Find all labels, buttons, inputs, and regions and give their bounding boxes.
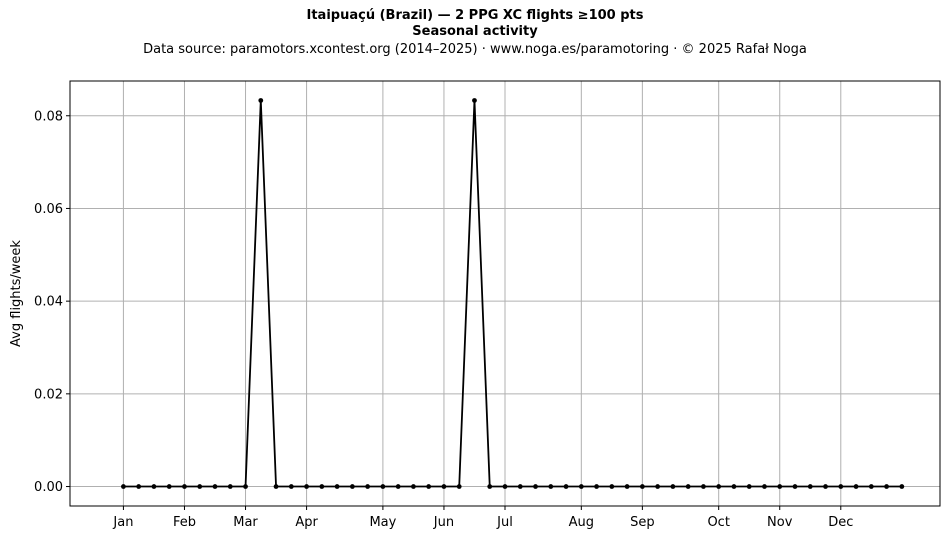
data-point [823, 484, 828, 489]
x-axis-ticks: Jan Feb Mar Apr May Jun Jul Aug Sep Oct Nov Dec [112, 506, 853, 530]
data-point [121, 484, 126, 489]
data-point [838, 484, 844, 489]
y-tick-label: 0.08 [34, 109, 63, 124]
x-tick-label: Mar [233, 515, 258, 530]
grid-lines [70, 81, 940, 506]
data-point [243, 484, 248, 489]
y-axis-label: Avg flights/week [9, 240, 24, 347]
data-point [548, 484, 554, 489]
data-point [227, 484, 233, 489]
chart-title: Itaipuaçú (Brazil) — 2 PPG XC flights ≥1… [306, 8, 644, 23]
data-point [273, 484, 279, 489]
data-point [365, 484, 371, 489]
data-point [456, 484, 462, 489]
x-tick-label: Jun [433, 515, 454, 530]
x-tick-label: May [369, 515, 396, 530]
chart-subtitle: Seasonal activity [412, 24, 538, 39]
y-tick-label: 0.02 [34, 387, 63, 402]
data-point [319, 484, 325, 489]
data-point [395, 484, 401, 489]
data-point [746, 484, 752, 489]
y-axis-ticks: 0.00 0.02 0.04 0.06 0.08 [34, 109, 70, 495]
data-point [517, 484, 523, 489]
data-point [594, 484, 599, 489]
x-tick-label: Aug [569, 515, 594, 530]
data-point [731, 484, 737, 489]
y-tick-label: 0.04 [34, 295, 63, 310]
data-point [578, 484, 584, 489]
y-tick-label: 0.06 [34, 202, 63, 217]
data-point [136, 484, 142, 489]
data-point [868, 484, 874, 489]
x-tick-label: Apr [295, 515, 318, 530]
data-point [441, 484, 447, 489]
data-point [349, 484, 355, 489]
data-point [472, 98, 477, 103]
x-tick-label: Nov [767, 515, 793, 530]
data-point [288, 484, 294, 489]
data-point [426, 484, 432, 489]
data-point [807, 484, 813, 489]
data-point [655, 484, 661, 489]
data-point [624, 484, 630, 489]
data-point [701, 484, 706, 489]
data-point [212, 484, 218, 489]
y-tick-label: 0.00 [34, 480, 63, 495]
data-point [716, 484, 722, 489]
data-point [166, 484, 172, 489]
data-point [899, 484, 905, 489]
x-tick-label: Feb [173, 515, 196, 530]
series-line-group [121, 98, 905, 489]
data-point [411, 484, 416, 489]
data-point [151, 484, 157, 489]
data-point [670, 484, 676, 489]
data-point [777, 484, 783, 489]
data-point [762, 484, 767, 489]
data-point [197, 484, 203, 489]
chart-titles: Itaipuaçú (Brazil) — 2 PPG XC flights ≥1… [0, 8, 950, 60]
data-point [502, 484, 508, 489]
x-tick-label: Oct [707, 515, 729, 530]
x-tick-label: Dec [828, 515, 853, 530]
data-point [182, 484, 187, 489]
data-point [685, 484, 691, 489]
data-point [304, 484, 309, 489]
series-line [123, 99, 902, 488]
chart-source-note: Data source: paramotors.xcontest.org (20… [143, 42, 807, 57]
data-point [609, 484, 615, 489]
data-point [334, 484, 340, 489]
data-point [853, 484, 859, 489]
data-point [380, 484, 386, 489]
x-tick-label: Jan [112, 515, 133, 530]
data-point [792, 484, 798, 489]
data-point [639, 484, 645, 489]
data-point [563, 484, 569, 489]
data-point [533, 484, 538, 489]
x-tick-label: Jul [496, 515, 513, 530]
x-tick-label: Sep [630, 515, 655, 530]
data-point [487, 484, 493, 489]
data-point [258, 98, 264, 103]
data-point [884, 484, 889, 489]
